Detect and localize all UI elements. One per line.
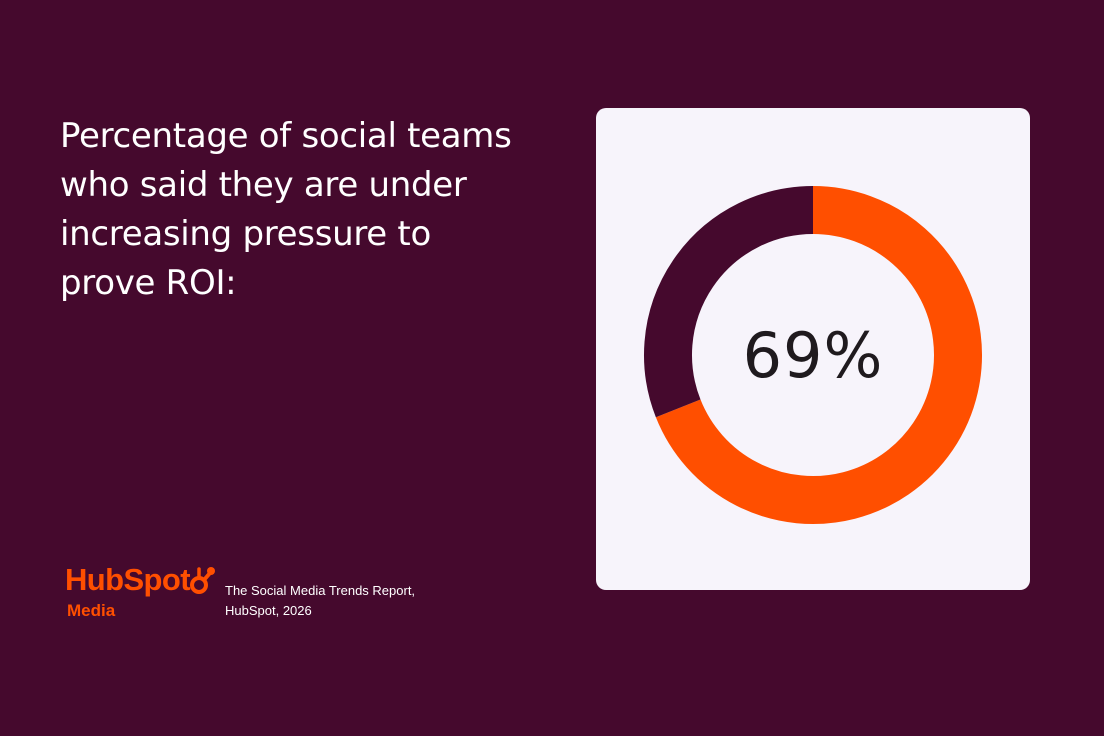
source-title: The Social Media Trends Report, bbox=[225, 583, 416, 598]
source-publisher: HubSpot, 2026 bbox=[225, 603, 312, 618]
donut-slice-1 bbox=[644, 186, 814, 418]
chart-card: 69% bbox=[596, 108, 1030, 590]
donut-slice-0 bbox=[655, 186, 982, 524]
logo-subtitle: Media bbox=[67, 601, 116, 620]
sprocket-icon bbox=[186, 565, 218, 597]
source-citation: The Social Media Trends Report, HubSpot,… bbox=[225, 581, 415, 621]
hubspot-media-logo: HubSpot Media bbox=[65, 562, 215, 624]
donut-center-label: 69% bbox=[743, 319, 884, 392]
donut-chart: 69% bbox=[644, 186, 982, 524]
logo-wordmark: HubSpot bbox=[65, 562, 191, 597]
headline: Percentage of social teams who said they… bbox=[60, 116, 512, 303]
